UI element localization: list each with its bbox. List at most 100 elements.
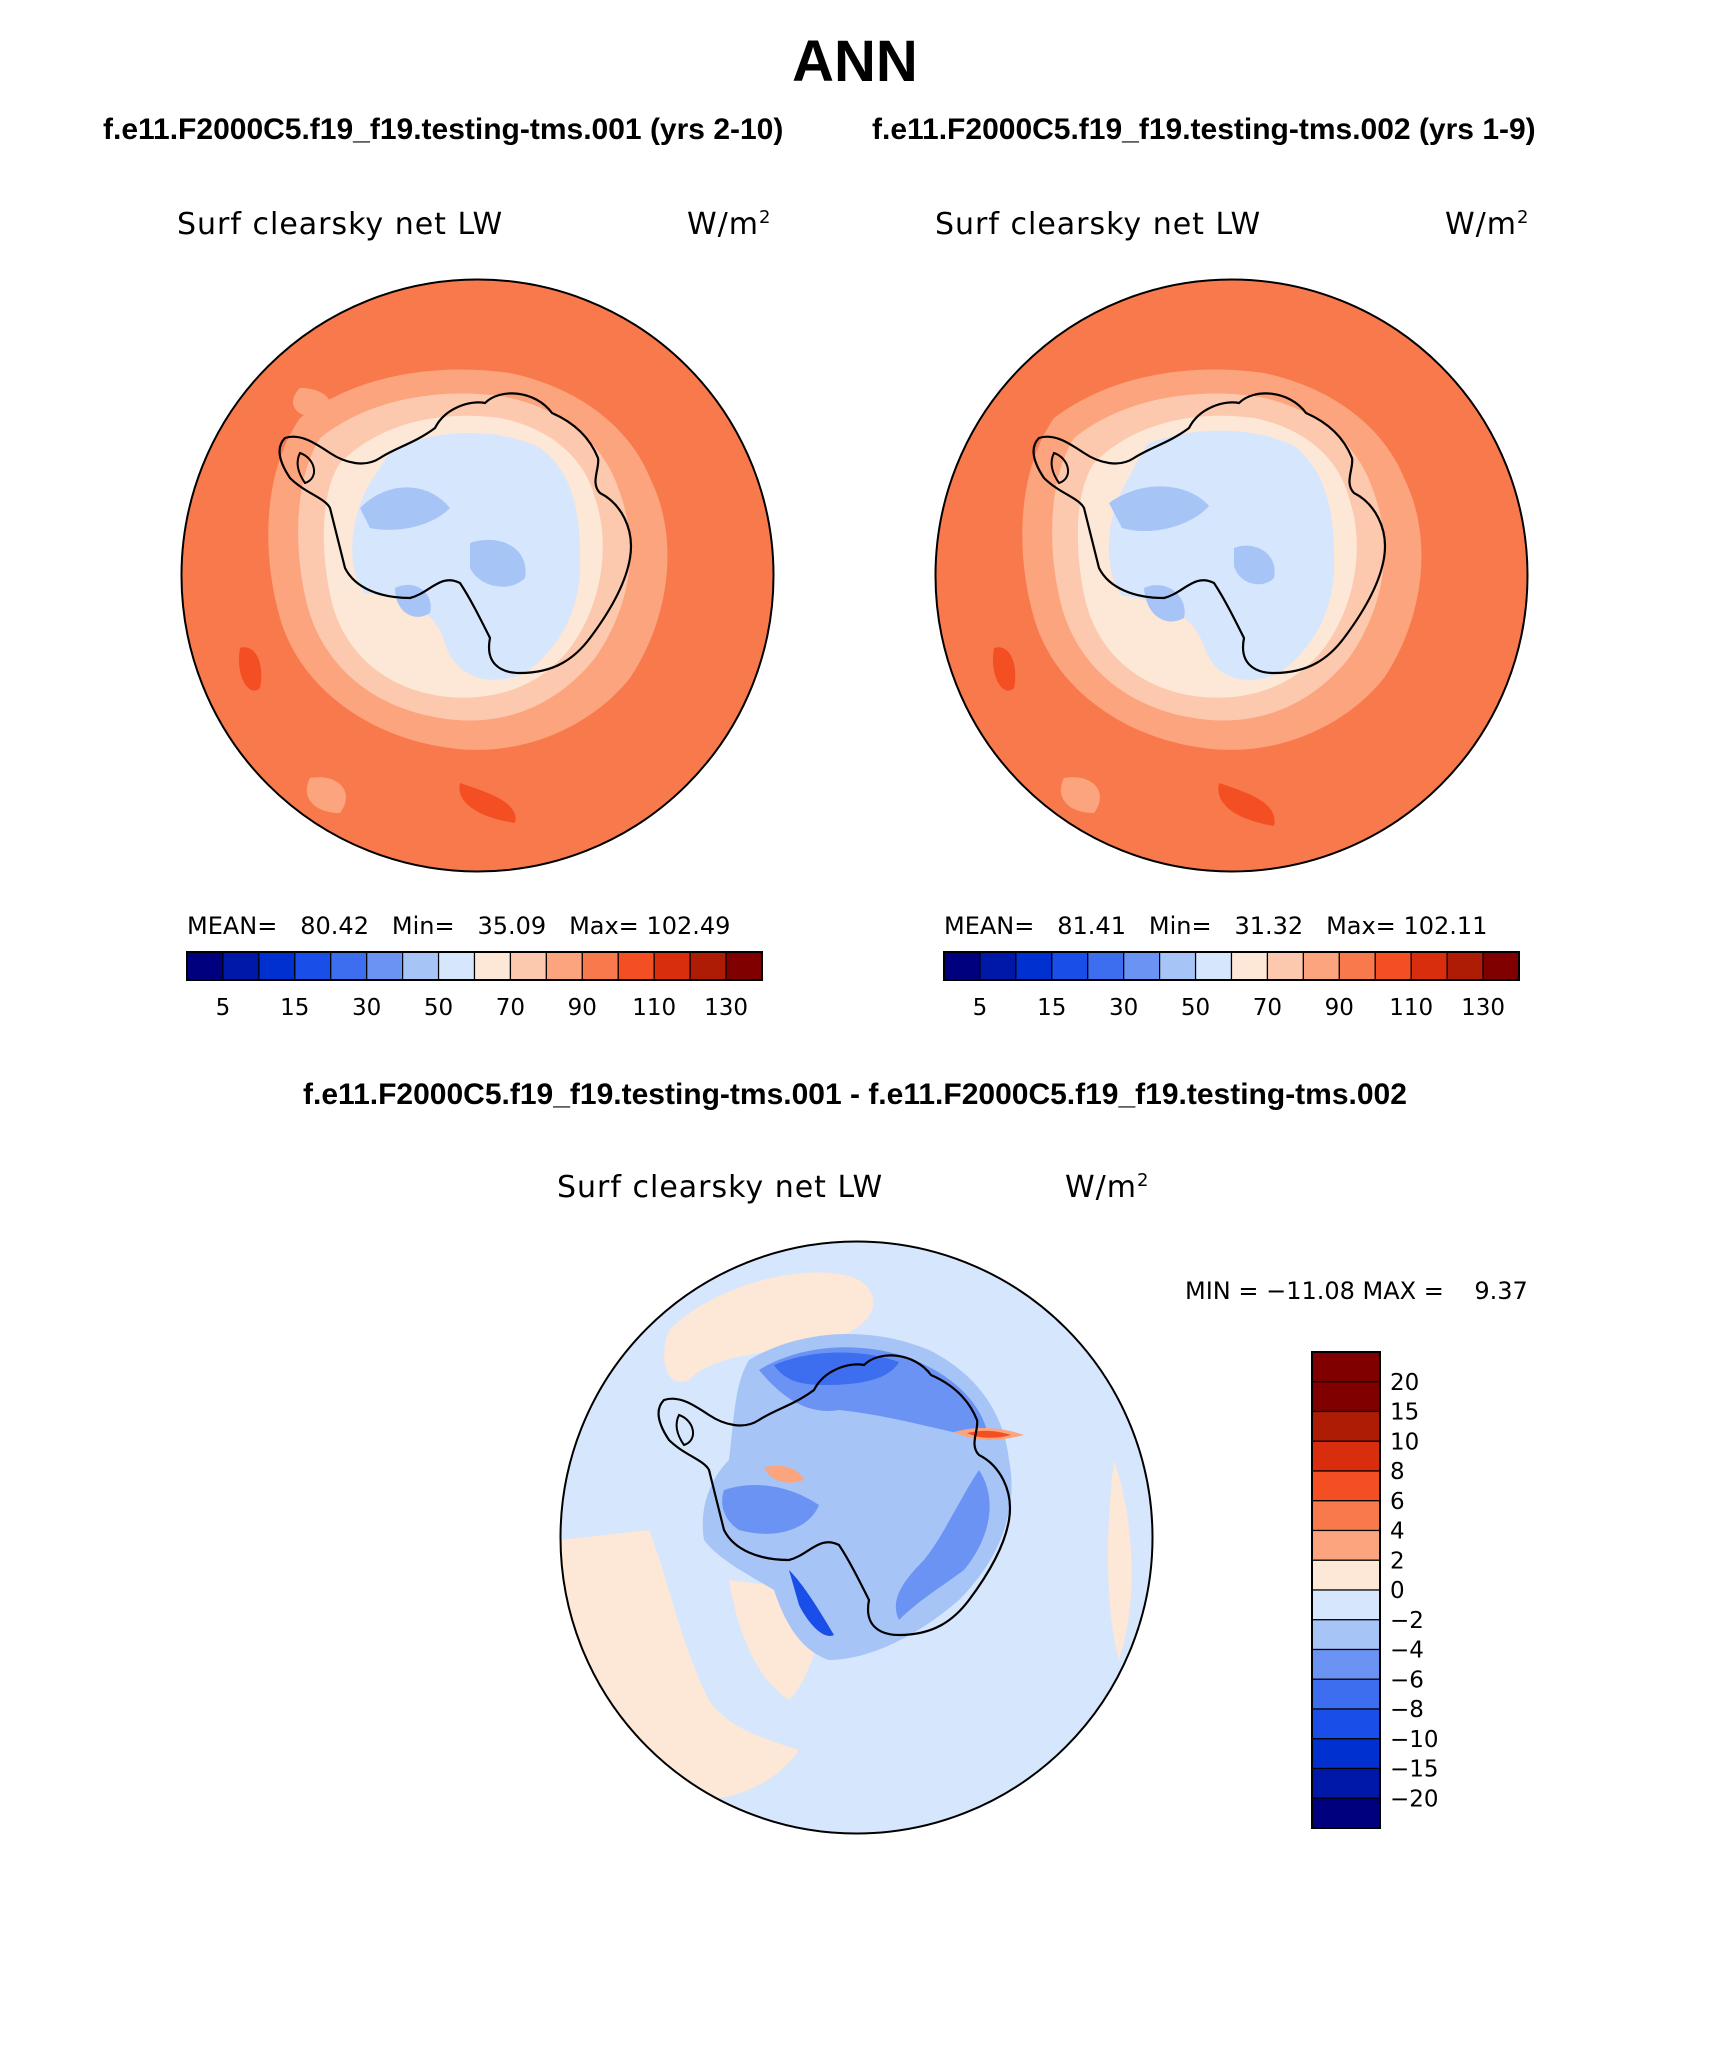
colorbar1-box-6 — [402, 951, 440, 981]
colorbar2-box-5 — [1123, 951, 1161, 981]
colorbar2-tick-label: 70 — [1253, 995, 1282, 1021]
colorbar-diff-box-2 — [1311, 1410, 1381, 1442]
colorbar-panel-2: 5 15 30 50 70 90 110 130 — [943, 951, 1520, 1021]
colorbar1-box-7 — [437, 951, 476, 981]
colorbar1-tick-label: 50 — [424, 995, 453, 1021]
panel2-max-value: 102.11 — [1403, 912, 1488, 940]
colorbar1-tick-label: 90 — [568, 995, 597, 1021]
colorbar-diff-box-5 — [1311, 1500, 1381, 1532]
colorbar-diff-tick-label: 2 — [1390, 1548, 1405, 1574]
colorbar1-tick-label: 30 — [352, 995, 381, 1021]
colorbar-diff-tick-label: −2 — [1390, 1608, 1424, 1634]
panel1-mean-label: MEAN= — [187, 912, 278, 940]
colorbar2-tick-label: 90 — [1325, 995, 1354, 1021]
colorbar-diff-tick-label: 10 — [1390, 1429, 1419, 1455]
field-neg6-neg4-east — [895, 1470, 990, 1620]
panel2-mean-value: 81.41 — [1057, 912, 1126, 940]
colorbar1-tick-label: 15 — [280, 995, 309, 1021]
colorbar2-box-8 — [1230, 951, 1269, 981]
colorbar-diff-tick-label: −20 — [1390, 1786, 1439, 1812]
colorbar2-box-2 — [1015, 951, 1053, 981]
colorbar2-tick-label: 30 — [1109, 995, 1138, 1021]
panel3-units-exponent: 2 — [1137, 1170, 1150, 1191]
panel2-max-label: Max= — [1326, 912, 1396, 940]
field-neg6-neg4-west — [722, 1485, 819, 1534]
colorbar1-box-14 — [689, 951, 727, 981]
colorbar1-box-1 — [222, 951, 260, 981]
colorbar1-box-10 — [545, 951, 583, 981]
colorbar2-box-11 — [1338, 951, 1376, 981]
colorbar1-tick-label: 70 — [496, 995, 525, 1021]
panel1-mean-value: 80.42 — [300, 912, 369, 940]
colorbar-diff-tick-label: 20 — [1390, 1370, 1419, 1396]
colorbar-panel-1: 5 15 30 50 70 90 110 130 — [186, 951, 763, 1021]
colorbar2-box-9 — [1266, 951, 1304, 981]
colorbar2-tick-label: 15 — [1037, 995, 1066, 1021]
colorbar2-tick-label: 5 — [973, 995, 988, 1021]
peninsula-island-coastline — [1050, 451, 1069, 485]
map-panel-2 — [934, 278, 1529, 873]
left-case-header: f.e11.F2000C5.f19_f19.testing-tms.001 (y… — [103, 113, 784, 146]
colorbar2-box-0 — [943, 951, 981, 981]
colorbar-diff-box-9 — [1311, 1619, 1381, 1651]
field-neg10-neg8 — [789, 1570, 834, 1636]
peninsula-island-coastline — [675, 1413, 694, 1447]
colorbar1-box-9 — [509, 951, 547, 981]
colorbar-diff-box-14 — [1311, 1767, 1381, 1799]
panel3-units-text: W/m — [1065, 1170, 1137, 1205]
field-8-10-east — [967, 1430, 1011, 1438]
panel1-max-label: Max= — [569, 912, 639, 940]
colorbar-diff-tick-label: −10 — [1390, 1727, 1439, 1753]
panel1-variable-title: Surf clearsky net LW — [177, 207, 504, 242]
colorbar-diff-box-6 — [1311, 1529, 1381, 1561]
map-boundary — [180, 278, 775, 873]
colorbar-diff-box-1 — [1311, 1381, 1381, 1413]
colorbar-diff-box-15 — [1311, 1797, 1381, 1829]
panel1-min-value: 35.09 — [477, 912, 547, 940]
antarctica-coastline — [657, 1354, 1012, 1637]
colorbar1-outline — [186, 951, 763, 981]
colorbar2-tick-label: 110 — [1389, 995, 1433, 1021]
colorbar-diff-box-13 — [1311, 1738, 1381, 1770]
panel1-max-value: 102.49 — [646, 912, 731, 940]
panel3-variable-title: Surf clearsky net LW — [557, 1170, 884, 1205]
band-80-90-c — [306, 777, 346, 813]
field-0-2-north — [664, 1272, 874, 1382]
colorbar-diff-tick-label: −8 — [1390, 1697, 1424, 1723]
colorbar1-box-5 — [366, 951, 404, 981]
colorbar1-box-3 — [294, 951, 332, 981]
colorbar1-tick-label: 130 — [704, 995, 748, 1021]
colorbar2-box-14 — [1446, 951, 1484, 981]
colorbar-diff-tick-label: −4 — [1390, 1638, 1424, 1664]
colorbar1-box-11 — [581, 951, 619, 981]
colorbar-diff-tick-label: 0 — [1390, 1578, 1405, 1604]
panel2-units: W/m2 — [1445, 207, 1529, 242]
panel1-units: W/m2 — [687, 207, 771, 242]
band-80-90-c — [1060, 777, 1100, 813]
panel1-stats: MEAN= 80.42 Min= 35.09 Max= 102.49 — [187, 912, 730, 940]
colorbar-diff-box-12 — [1311, 1708, 1381, 1740]
colorbar2-box-13 — [1410, 951, 1448, 981]
colorbar1-box-15 — [725, 951, 763, 981]
band-80-90-b — [292, 388, 331, 418]
colorbar2-box-4 — [1087, 951, 1125, 981]
colorbar1-box-12 — [617, 951, 655, 981]
map-panel-3-difference — [559, 1240, 1154, 1835]
colorbar1-box-13 — [653, 951, 691, 981]
band-40-50-a — [1109, 486, 1209, 532]
panel3-units: W/m2 — [1065, 1170, 1149, 1205]
panel2-units-text: W/m — [1445, 207, 1517, 242]
colorbar1-box-2 — [258, 951, 296, 981]
band-100-110-a — [239, 647, 262, 691]
band-100-110-a — [993, 647, 1016, 691]
colorbar-diff-box-4 — [1311, 1470, 1381, 1502]
colorbar-diff-tick-label: −6 — [1390, 1667, 1424, 1693]
map-boundary — [934, 278, 1529, 873]
panel1-units-text: W/m — [687, 207, 759, 242]
panel3-minmax: MIN = −11.08 MAX = 9.37 — [1185, 1277, 1528, 1305]
panel2-min-value: 31.32 — [1234, 912, 1304, 940]
peninsula-island-coastline — [296, 451, 315, 485]
map-boundary — [559, 1240, 1154, 1835]
colorbar1-tick-label: 110 — [632, 995, 676, 1021]
